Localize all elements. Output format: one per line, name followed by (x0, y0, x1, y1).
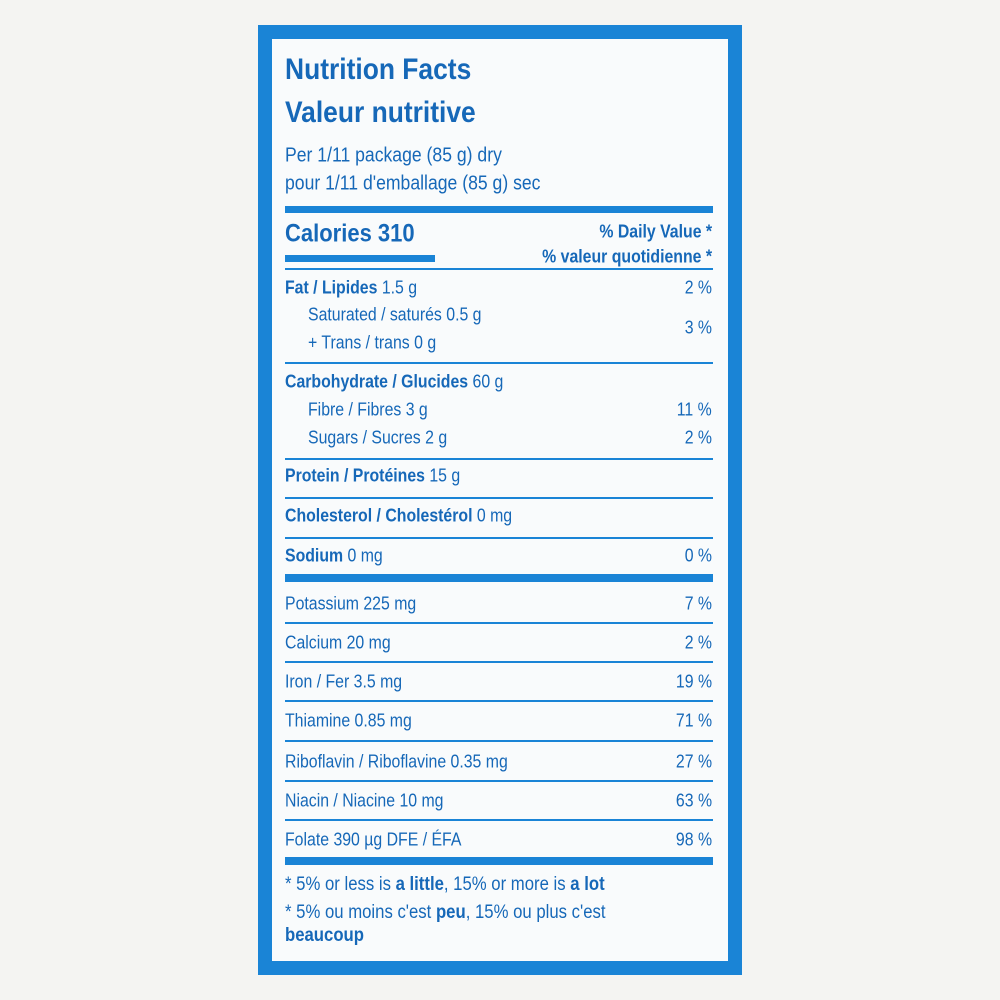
rule (285, 537, 713, 539)
rule (285, 780, 713, 782)
nutrient-name: Calcium (285, 632, 343, 653)
nutrient-row: Iron / Fer 3.5 mg (285, 672, 402, 693)
nutrient-name: Sodium (285, 545, 344, 566)
daily-value: 71 % (675, 710, 712, 731)
daily-value: 63 % (675, 790, 712, 811)
nutrient-row: + Trans / trans 0 g (308, 333, 436, 354)
nutrient-name: + Trans / trans (308, 332, 410, 353)
rule (285, 819, 713, 821)
rule (285, 458, 713, 460)
footnote: * 5% ou moins c'est peu, 15% ou plus c'e… (285, 901, 611, 947)
nutrient-name: Sugars / Sucres (308, 427, 421, 448)
nutrient-name: Folate (285, 829, 330, 850)
rule (285, 268, 713, 270)
nutrient-amount: 3 g (405, 399, 428, 420)
nutrient-row: Sodium 0 mg (285, 546, 383, 567)
nutrient-name: Saturated / saturés (308, 304, 442, 325)
nutrient-amount: 225 mg (363, 593, 417, 614)
nutrient-row: Potassium 225 mg (285, 594, 416, 615)
nutrient-row: Carbohydrate / Glucides 60 g (285, 372, 503, 393)
nutrient-amount: 0.5 g (446, 304, 482, 325)
dv-header-fr: % valeur quotidienne * (542, 246, 712, 267)
rule (285, 661, 713, 663)
rule (285, 255, 435, 262)
nutrient-name: Fat / Lipides (285, 277, 378, 298)
nutrient-row: Sugars / Sucres 2 g (308, 428, 447, 449)
footnote-text: , 15% or more is (443, 874, 571, 895)
footnote-text: * 5% or less is (285, 874, 396, 895)
dv-header: % Daily Value * (599, 221, 712, 242)
nutrient-row: Niacin / Niacine 10 mg (285, 791, 443, 812)
footnote-text: * 5% ou moins c'est (285, 902, 436, 923)
daily-value: 2 % (684, 632, 712, 653)
title-fr: Valeur nutritive (285, 96, 476, 129)
nutrient-amount: 0.85 mg (354, 710, 412, 731)
nutrient-row: Fat / Lipides 1.5 g (285, 278, 417, 299)
daily-value: 11 % (677, 399, 712, 420)
nutrient-amount: 0 g (414, 332, 437, 353)
nutrient-row: Fibre / Fibres 3 g (308, 400, 428, 421)
footnote-emphasis: peu (435, 902, 466, 923)
daily-value: 7 % (684, 593, 712, 614)
rule (285, 740, 713, 742)
daily-value: 27 % (675, 751, 712, 772)
label-frame (258, 25, 742, 975)
nutrient-name: Fibre / Fibres (308, 399, 402, 420)
label-body (272, 39, 728, 961)
daily-value: 0 % (684, 545, 712, 566)
nutrient-amount: 10 mg (399, 790, 444, 811)
nutrient-name: Potassium (285, 593, 359, 614)
nutrient-amount: 15 g (429, 465, 461, 486)
footnote: * 5% or less is a little, 15% or more is… (285, 874, 605, 896)
nutrient-amount: 60 g (472, 371, 504, 392)
nutrient-name: Iron / Fer (285, 671, 350, 692)
nutrient-amount: 0 mg (347, 545, 383, 566)
footnote-emphasis: a lot (570, 874, 605, 895)
nutrient-name: Niacin / Niacine (285, 790, 396, 811)
nutrient-row: Thiamine 0.85 mg (285, 711, 412, 732)
nutrient-row: Cholesterol / Cholestérol 0 mg (285, 506, 512, 527)
nutrient-amount: 0.35 mg (450, 751, 508, 772)
nutrient-amount: 390 µg DFE / ÉFA (333, 829, 462, 850)
rule (285, 700, 713, 702)
nutrient-name: Thiamine (285, 710, 351, 731)
serving: Per 1/11 package (85 g) dry (285, 144, 502, 167)
daily-value: 19 % (675, 671, 712, 692)
nutrient-row: Riboflavin / Riboflavine 0.35 mg (285, 752, 508, 773)
footnote-emphasis: beaucoup (285, 925, 364, 946)
rule (285, 206, 713, 213)
nutrient-amount: 20 mg (346, 632, 391, 653)
daily-value: 98 % (675, 829, 712, 850)
rule (285, 362, 713, 364)
nutrient-name: Riboflavin / Riboflavine (285, 751, 447, 772)
nutrient-amount: 0 mg (476, 505, 513, 526)
nutrient-amount: 3.5 mg (353, 671, 403, 692)
footnote-emphasis: a little (395, 874, 444, 895)
nutrient-amount: 2 g (425, 427, 448, 448)
nutrient-name: Protein / Protéines (285, 465, 425, 486)
nutrient-row: Protein / Protéines 15 g (285, 466, 460, 487)
nutrient-name: Carbohydrate / Glucides (285, 371, 469, 392)
rule (285, 574, 713, 582)
serving-fr: pour 1/11 d'emballage (85 g) sec (285, 172, 541, 195)
title: Nutrition Facts (285, 53, 472, 86)
calories: Calories 310 (285, 219, 415, 248)
footnote-text: , 15% ou plus c'est (465, 902, 606, 923)
nutrient-row: Saturated / saturés 0.5 g (308, 305, 481, 326)
rule (285, 622, 713, 624)
nutrient-amount: 1.5 g (381, 277, 418, 298)
rule (285, 497, 713, 499)
daily-value: 2 % (684, 427, 712, 448)
nutrient-row: Calcium 20 mg (285, 633, 391, 654)
rule (285, 857, 713, 865)
daily-value: 2 % (684, 277, 712, 298)
nutrient-row: Folate 390 µg DFE / ÉFA (285, 830, 461, 851)
nutrient-name: Cholesterol / Cholestérol (285, 505, 473, 526)
daily-value: 3 % (684, 317, 712, 338)
